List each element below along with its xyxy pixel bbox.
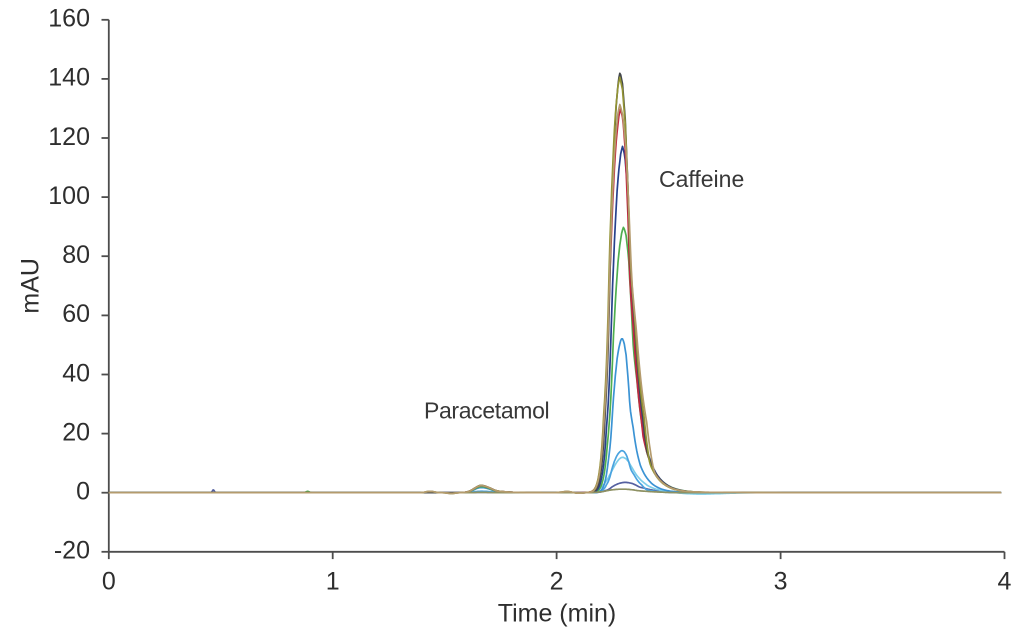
svg-text:140: 140 [48,64,90,92]
svg-text:80: 80 [62,241,90,269]
svg-text:160: 160 [48,5,90,33]
svg-text:2: 2 [550,568,564,596]
svg-text:Caffeine: Caffeine [659,166,744,192]
svg-text:60: 60 [62,300,90,328]
svg-text:0: 0 [76,478,90,506]
svg-text:0: 0 [102,568,116,596]
svg-text:3: 3 [774,568,788,596]
svg-text:40: 40 [62,359,90,387]
svg-text:120: 120 [48,123,90,151]
svg-text:-20: -20 [54,537,90,565]
svg-text:20: 20 [62,418,90,446]
svg-text:1: 1 [326,568,340,596]
svg-text:4: 4 [998,568,1012,596]
svg-text:100: 100 [48,182,90,210]
svg-text:Paracetamol: Paracetamol [424,398,549,424]
svg-text:Time (min): Time (min) [498,600,617,628]
svg-text:mAU: mAU [17,258,45,314]
